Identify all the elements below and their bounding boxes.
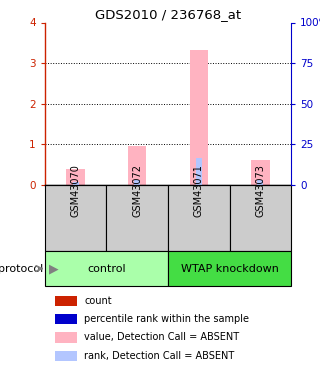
Bar <box>257 180 263 185</box>
Bar <box>55 351 77 361</box>
Text: rank, Detection Call = ABSENT: rank, Detection Call = ABSENT <box>84 351 235 361</box>
Text: value, Detection Call = ABSENT: value, Detection Call = ABSENT <box>84 333 240 342</box>
Text: percentile rank within the sample: percentile rank within the sample <box>84 314 250 324</box>
Bar <box>55 296 77 306</box>
Bar <box>189 50 208 185</box>
Bar <box>168 251 291 286</box>
Text: WTAP knockdown: WTAP knockdown <box>181 264 278 274</box>
Bar <box>66 169 85 185</box>
Text: GSM43072: GSM43072 <box>132 164 142 216</box>
Text: GSM43073: GSM43073 <box>255 164 265 216</box>
Bar <box>55 314 77 324</box>
Bar <box>45 251 168 286</box>
Bar <box>128 146 147 185</box>
Bar <box>134 180 140 185</box>
Text: control: control <box>87 264 126 274</box>
Text: GSM43071: GSM43071 <box>194 164 204 216</box>
Bar <box>168 185 230 251</box>
Bar <box>251 160 270 185</box>
Bar <box>45 185 106 251</box>
Bar <box>230 185 291 251</box>
Bar <box>55 332 77 343</box>
Text: GSM43070: GSM43070 <box>71 164 81 216</box>
Bar <box>73 182 79 185</box>
Text: count: count <box>84 296 112 306</box>
Text: protocol: protocol <box>0 264 44 274</box>
Title: GDS2010 / 236768_at: GDS2010 / 236768_at <box>95 8 241 21</box>
Bar <box>106 185 168 251</box>
Bar <box>196 159 202 185</box>
Text: ▶: ▶ <box>45 262 59 275</box>
